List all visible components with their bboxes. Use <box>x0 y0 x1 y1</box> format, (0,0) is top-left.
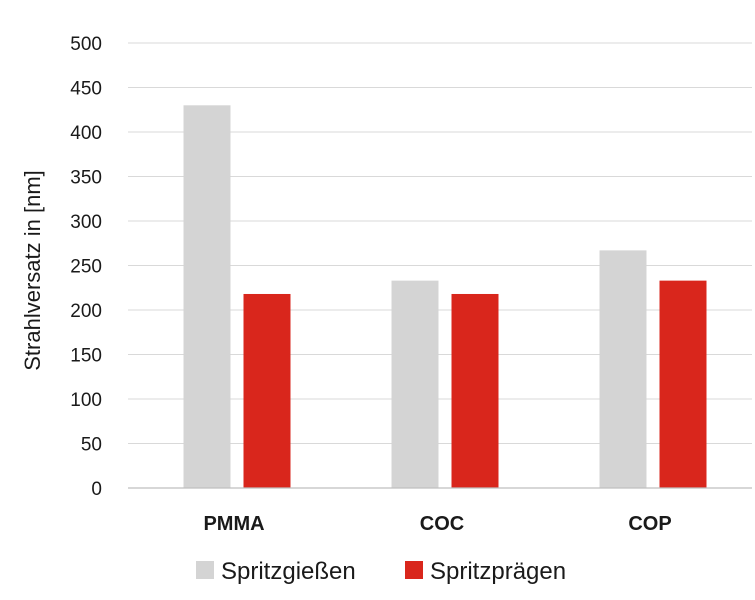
bar-cop-spritzgiessen <box>599 250 647 488</box>
y-tick-label: 450 <box>70 79 102 100</box>
y-tick-label: 0 <box>91 479 102 500</box>
y-axis-title: Strahlversatz in [nm] <box>20 170 45 371</box>
category-label: COP <box>628 513 671 535</box>
y-tick-label: 50 <box>81 435 102 456</box>
legend: Spritzgießen Spritzprägen <box>196 558 566 585</box>
bar-coc-spritzgiessen <box>391 280 439 488</box>
legend-label: Spritzprägen <box>430 558 566 585</box>
y-tick-label: 400 <box>70 123 102 144</box>
y-tick-label: 150 <box>70 346 102 367</box>
y-tick-label: 100 <box>70 390 102 411</box>
category-label: COC <box>420 513 464 535</box>
y-tick-labels: 0 50 100 150 200 250 300 350 400 450 500 <box>70 34 102 500</box>
legend-swatch <box>196 561 214 579</box>
bar-coc-spritzpraegen <box>451 293 499 488</box>
y-tick-label: 200 <box>70 301 102 322</box>
legend-label: Spritzgießen <box>221 558 356 585</box>
y-tick-label: 500 <box>70 34 102 55</box>
bar-pmma-spritzgiessen <box>183 105 231 489</box>
bars <box>183 105 707 489</box>
category-labels: PMMA COC COP <box>203 513 671 535</box>
bar-cop-spritzpraegen <box>659 280 707 488</box>
legend-swatch <box>405 561 423 579</box>
gridlines <box>128 42 752 444</box>
y-tick-label: 300 <box>70 212 102 233</box>
y-tick-label: 250 <box>70 257 102 278</box>
category-label: PMMA <box>203 513 264 535</box>
bar-pmma-spritzpraegen <box>243 293 291 488</box>
y-tick-label: 350 <box>70 168 102 189</box>
